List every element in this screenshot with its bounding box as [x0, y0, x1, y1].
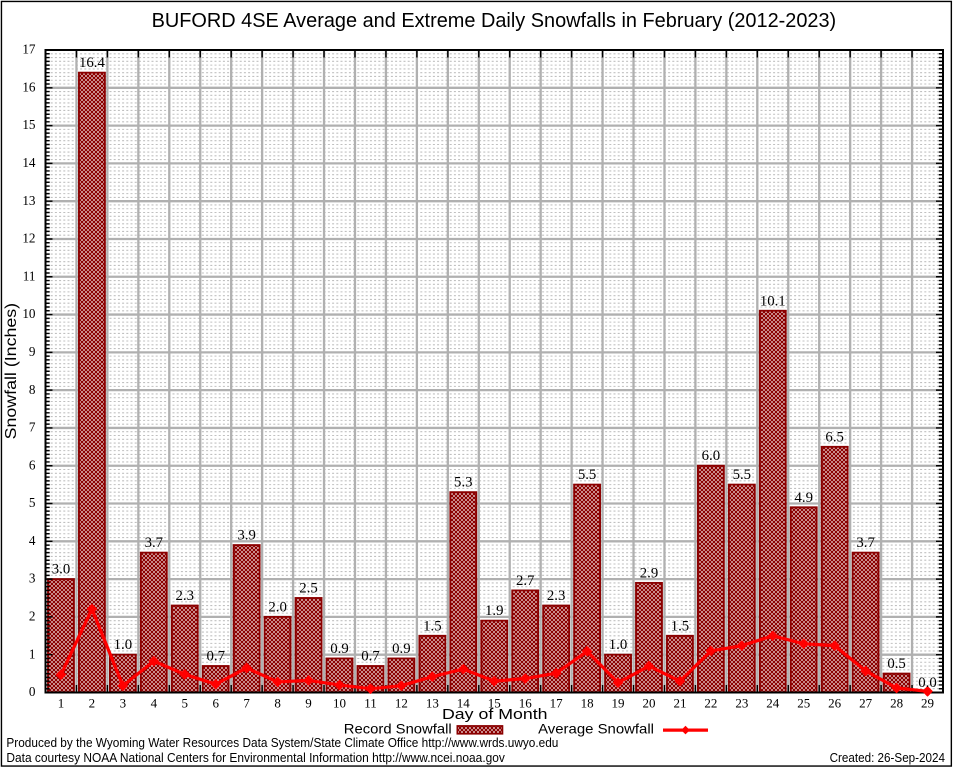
- svg-text:Average Snowfall: Average Snowfall: [538, 721, 654, 737]
- svg-text:3.7: 3.7: [856, 535, 875, 551]
- svg-text:23: 23: [735, 696, 748, 711]
- svg-text:Created: 26-Sep-2024: Created: 26-Sep-2024: [830, 750, 945, 765]
- svg-text:18: 18: [581, 696, 594, 711]
- svg-text:19: 19: [612, 696, 625, 711]
- svg-text:2: 2: [89, 696, 96, 711]
- svg-text:16: 16: [519, 696, 533, 711]
- svg-text:1.5: 1.5: [423, 618, 442, 634]
- svg-text:1.5: 1.5: [671, 618, 690, 634]
- svg-text:9: 9: [305, 696, 312, 711]
- svg-text:3: 3: [120, 696, 127, 711]
- svg-text:25: 25: [797, 696, 810, 711]
- svg-text:1: 1: [29, 646, 36, 661]
- svg-text:16.4: 16.4: [79, 55, 105, 71]
- svg-text:1: 1: [58, 696, 65, 711]
- svg-text:2.9: 2.9: [640, 565, 659, 581]
- svg-text:10: 10: [22, 306, 36, 321]
- svg-text:1.0: 1.0: [114, 637, 133, 653]
- svg-text:3.0: 3.0: [52, 562, 71, 578]
- svg-text:2.0: 2.0: [268, 599, 287, 615]
- svg-text:11: 11: [364, 696, 377, 711]
- svg-text:6.5: 6.5: [825, 429, 844, 445]
- svg-text:10: 10: [333, 696, 346, 711]
- svg-text:24: 24: [766, 696, 780, 711]
- svg-text:14: 14: [457, 696, 471, 711]
- svg-text:2: 2: [29, 609, 36, 624]
- svg-text:6.0: 6.0: [702, 448, 721, 464]
- svg-text:8: 8: [29, 382, 36, 397]
- svg-text:17: 17: [22, 42, 36, 57]
- svg-text:6: 6: [29, 457, 36, 472]
- svg-text:1.0: 1.0: [609, 637, 628, 653]
- svg-text:14: 14: [22, 155, 36, 170]
- svg-text:3: 3: [29, 571, 36, 586]
- svg-text:2.3: 2.3: [547, 588, 566, 604]
- svg-text:7: 7: [243, 696, 250, 711]
- svg-text:15: 15: [22, 117, 36, 132]
- svg-text:0.0: 0.0: [918, 675, 937, 691]
- svg-text:20: 20: [642, 696, 655, 711]
- svg-text:7: 7: [29, 420, 36, 435]
- svg-text:26: 26: [828, 696, 842, 711]
- svg-text:13: 13: [22, 193, 36, 208]
- svg-text:1.9: 1.9: [485, 603, 504, 619]
- svg-text:Produced by the Wyoming Water: Produced by the Wyoming Water Resources …: [6, 735, 558, 750]
- svg-text:4: 4: [29, 533, 36, 548]
- svg-text:2.5: 2.5: [299, 581, 318, 597]
- svg-text:9: 9: [29, 344, 36, 359]
- svg-text:Record Snowfall: Record Snowfall: [344, 721, 452, 737]
- svg-text:4: 4: [151, 696, 158, 711]
- svg-text:12: 12: [22, 231, 35, 246]
- svg-text:0.9: 0.9: [330, 641, 349, 657]
- svg-text:6: 6: [212, 696, 219, 711]
- svg-text:12: 12: [395, 696, 408, 711]
- svg-text:BUFORD 4SE Average and Extreme: BUFORD 4SE Average and Extreme Daily Sno…: [152, 9, 837, 32]
- svg-text:13: 13: [426, 696, 439, 711]
- svg-text:27: 27: [859, 696, 873, 711]
- svg-text:8: 8: [274, 696, 281, 711]
- svg-text:5: 5: [182, 696, 189, 711]
- svg-text:3.7: 3.7: [145, 535, 164, 551]
- svg-text:5.5: 5.5: [578, 467, 597, 483]
- svg-text:2.7: 2.7: [516, 573, 535, 589]
- svg-text:0.9: 0.9: [392, 641, 411, 657]
- svg-text:29: 29: [921, 696, 934, 711]
- svg-text:Snowfall (Inches): Snowfall (Inches): [3, 303, 20, 440]
- svg-text:0.5: 0.5: [887, 656, 906, 672]
- svg-text:5.5: 5.5: [733, 467, 752, 483]
- svg-text:5.3: 5.3: [454, 475, 473, 491]
- svg-text:28: 28: [890, 696, 903, 711]
- svg-text:5: 5: [29, 495, 36, 510]
- svg-text:Day of Month: Day of Month: [442, 707, 548, 723]
- svg-text:15: 15: [488, 696, 501, 711]
- svg-text:17: 17: [550, 696, 564, 711]
- svg-text:21: 21: [673, 696, 686, 711]
- svg-text:0: 0: [29, 684, 36, 699]
- svg-text:10.1: 10.1: [760, 293, 786, 309]
- svg-text:Data courtesy NOAA National Ce: Data courtesy NOAA National Centers for …: [6, 750, 505, 765]
- svg-text:4.9: 4.9: [794, 490, 813, 506]
- svg-text:0.7: 0.7: [206, 649, 225, 665]
- svg-text:0.7: 0.7: [361, 649, 380, 665]
- svg-text:11: 11: [23, 268, 36, 283]
- svg-text:2.3: 2.3: [176, 588, 195, 604]
- svg-text:16: 16: [22, 79, 36, 94]
- svg-text:3.9: 3.9: [237, 528, 256, 544]
- svg-text:22: 22: [704, 696, 717, 711]
